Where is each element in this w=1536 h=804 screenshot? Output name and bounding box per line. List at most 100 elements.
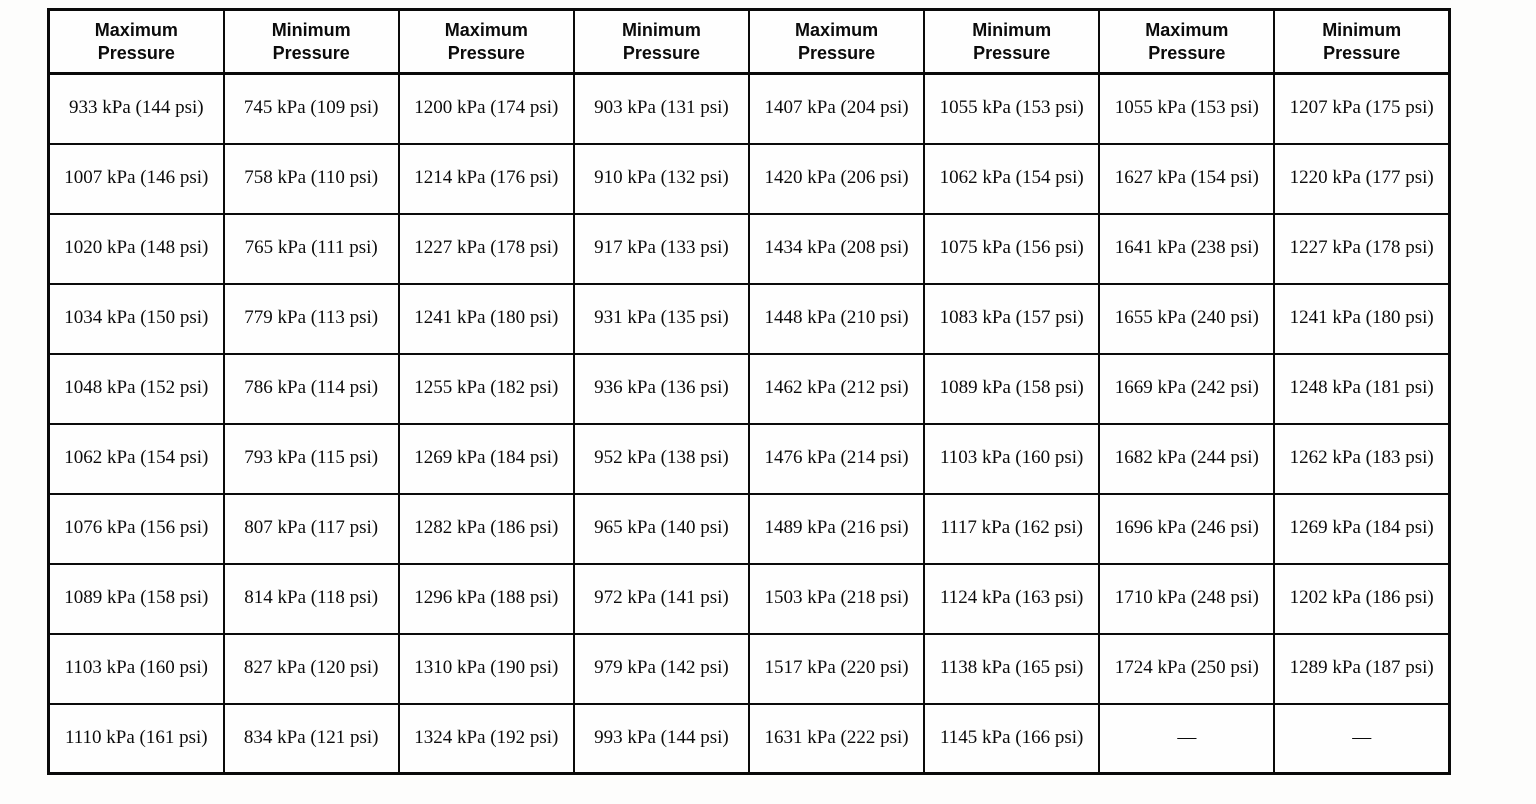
table-cell: 1200 kPa (174 psi) [397,72,575,145]
table-cell: 1007 kPa (146 psi) [47,142,225,215]
table-row: 1089 kPa (158 psi) 814 kPa (118 psi) 1296 … [47,562,1451,635]
table-row: 1110 kPa (161 psi) 834 kPa (121 psi) 1324 … [47,702,1451,775]
column-header-word: Maximum [795,20,879,40]
table-cell: 1055 kPa (153 psi) [1098,72,1276,145]
table-cell: 1682 kPa (244 psi) [1098,422,1276,495]
table-cell: 1202 kPa (186 psi) [1273,562,1451,635]
table-cell: 993 kPa (144 psi) [572,702,751,775]
table-cell: 1462 kPa (212 psi) [747,352,926,425]
table-cell: 1124 kPa (163 psi) [923,562,1101,635]
table-row: 1062 kPa (154 psi) 793 kPa (115 psi) 1269 … [47,422,1451,495]
table-cell: 1214 kPa (176 psi) [397,142,575,215]
table-cell: 1062 kPa (154 psi) [923,142,1101,215]
table-cell: 917 kPa (133 psi) [572,212,751,285]
table-cell: 1138 kPa (165 psi) [923,632,1101,705]
table-cell: 793 kPa (115 psi) [222,422,400,495]
table-cell: 1227 kPa (178 psi) [1273,212,1451,285]
table-row: 1103 kPa (160 psi) 827 kPa (120 psi) 1310 … [47,632,1451,705]
column-header-word: Pressure [447,42,525,63]
table-cell: 1476 kPa (214 psi) [747,422,926,495]
column-header-word: Pressure [1148,42,1226,63]
column-header: Maximum Pressure [1098,8,1276,75]
table-cell: 1269 kPa (184 psi) [397,422,575,495]
table-cell: 1220 kPa (177 psi) [1273,142,1451,215]
table-cell: 1655 kPa (240 psi) [1098,282,1276,355]
table-row: 1034 kPa (150 psi) 779 kPa (113 psi) 1241 … [47,282,1451,355]
table-cell: 1434 kPa (208 psi) [747,212,926,285]
table-cell: 1076 kPa (156 psi) [47,492,225,565]
column-header: Maximum Pressure [397,8,575,75]
table-cell: 814 kPa (118 psi) [222,562,400,635]
table-cell: 807 kPa (117 psi) [222,492,400,565]
table-row: 1007 kPa (146 psi) 758 kPa (110 psi) 1214 … [47,142,1451,215]
column-header-word: Pressure [622,42,700,63]
column-header-word: Maximum [444,20,528,40]
table-cell: 1489 kPa (216 psi) [747,492,926,565]
column-header-word: Pressure [97,42,175,63]
table-row: 933 kPa (144 psi) 745 kPa (109 psi) 1200 k… [47,72,1451,145]
table-cell: 1117 kPa (162 psi) [923,492,1101,565]
table-cell: 1669 kPa (242 psi) [1098,352,1276,425]
table-cell: 1641 kPa (238 psi) [1098,212,1276,285]
column-header-word: Pressure [272,42,350,63]
table-cell: 1020 kPa (148 psi) [47,212,225,285]
table-cell: 979 kPa (142 psi) [572,632,751,705]
table-cell: 1103 kPa (160 psi) [47,632,225,705]
table-row: 1020 kPa (148 psi) 765 kPa (111 psi) 1227 … [47,212,1451,285]
pressure-table: Maximum Pressure Minimum Pressure Maximum Pre… [47,8,1451,775]
table-cell: 786 kPa (114 psi) [222,352,400,425]
table-cell: 765 kPa (111 psi) [222,212,400,285]
table-cell: 1241 kPa (180 psi) [397,282,575,355]
table-cell: 1296 kPa (188 psi) [397,562,575,635]
table-cell: 758 kPa (110 psi) [222,142,400,215]
table-cell: 965 kPa (140 psi) [572,492,751,565]
table-cell: 1055 kPa (153 psi) [923,72,1101,145]
table-cell: 1227 kPa (178 psi) [397,212,575,285]
table-cell: — [1273,702,1451,775]
table-cell: 1089 kPa (158 psi) [47,562,225,635]
table-cell: 827 kPa (120 psi) [222,632,400,705]
table-cell: 1269 kPa (184 psi) [1273,492,1451,565]
table-cell: 1324 kPa (192 psi) [397,702,575,775]
table-cell: 1724 kPa (250 psi) [1098,632,1276,705]
table-cell: — [1098,702,1276,775]
column-header-word: Minimum [271,20,351,40]
column-header-word: Pressure [798,42,876,63]
column-header: Minimum Pressure [572,8,751,75]
table-cell: 1282 kPa (186 psi) [397,492,575,565]
table-cell: 834 kPa (121 psi) [222,702,400,775]
table-cell: 1310 kPa (190 psi) [397,632,575,705]
table-cell: 1407 kPa (204 psi) [747,72,926,145]
column-header-word: Pressure [1323,42,1401,63]
table-cell: 1083 kPa (157 psi) [923,282,1101,355]
table-cell: 903 kPa (131 psi) [572,72,751,145]
pressure-table-body: 933 kPa (144 psi) 745 kPa (109 psi) 1200 k… [47,72,1451,775]
pressure-table-header: Maximum Pressure Minimum Pressure Maximum Pre… [47,8,1451,75]
table-cell: 1503 kPa (218 psi) [747,562,926,635]
table-cell: 779 kPa (113 psi) [222,282,400,355]
table-cell: 1089 kPa (158 psi) [923,352,1101,425]
table-cell: 1255 kPa (182 psi) [397,352,575,425]
column-header-word: Maximum [94,20,178,40]
table-cell: 933 kPa (144 psi) [47,72,225,145]
table-cell: 1110 kPa (161 psi) [47,702,225,775]
table-cell: 1248 kPa (181 psi) [1273,352,1451,425]
column-header-word: Maximum [1145,20,1229,40]
header-row: Maximum Pressure Minimum Pressure Maximum Pre… [47,8,1451,75]
table-cell: 1241 kPa (180 psi) [1273,282,1451,355]
table-cell: 1627 kPa (154 psi) [1098,142,1276,215]
table-cell: 1048 kPa (152 psi) [47,352,225,425]
table-cell: 1145 kPa (166 psi) [923,702,1101,775]
table-cell: 1517 kPa (220 psi) [747,632,926,705]
column-header: Minimum Pressure [222,8,400,75]
table-cell: 1207 kPa (175 psi) [1273,72,1451,145]
table-cell: 1062 kPa (154 psi) [47,422,225,495]
table-cell: 936 kPa (136 psi) [572,352,751,425]
table-cell: 952 kPa (138 psi) [572,422,751,495]
column-header: Minimum Pressure [923,8,1101,75]
column-header-word: Pressure [973,42,1051,63]
table-cell: 1075 kPa (156 psi) [923,212,1101,285]
column-header: Maximum Pressure [747,8,926,75]
table-cell: 1103 kPa (160 psi) [923,422,1101,495]
